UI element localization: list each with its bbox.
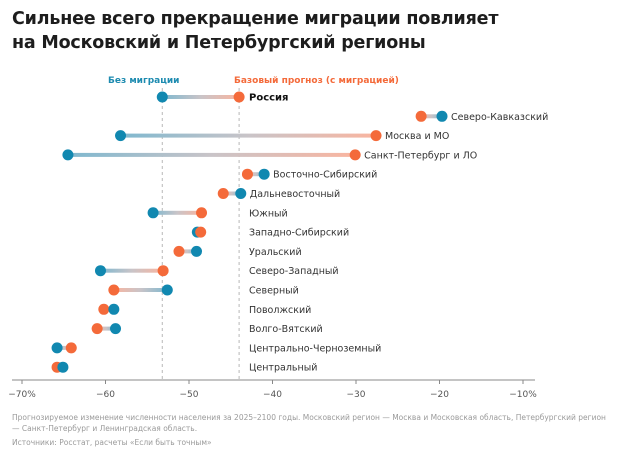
- point-no-migration: [115, 130, 127, 142]
- connector-bar: [57, 345, 72, 350]
- point-no-migration: [57, 361, 69, 373]
- point-no-migration: [108, 303, 120, 315]
- row: Северный: [108, 284, 299, 297]
- row-label: Центральный: [249, 363, 317, 374]
- connector-bar: [178, 249, 197, 254]
- x-tick-label: −50: [180, 390, 199, 400]
- x-tick-label: −10%: [509, 390, 537, 400]
- row: Волго-Вятский: [91, 323, 323, 335]
- row-label: Уральский: [249, 247, 302, 258]
- row: Поволжский: [98, 303, 311, 316]
- source-note: Источники: Росстат, расчеты «Если быть т…: [12, 438, 212, 447]
- x-tick-label: −70%: [8, 390, 36, 400]
- point-baseline: [349, 149, 361, 161]
- connector-bar: [67, 152, 356, 157]
- row-label: Россия: [249, 93, 288, 104]
- connector-bar: [421, 114, 443, 119]
- point-no-migration: [94, 265, 106, 277]
- row: Москва и МО: [115, 130, 449, 142]
- connector-bar: [100, 268, 164, 273]
- x-tick-label: −60: [96, 390, 115, 400]
- point-no-migration: [161, 284, 173, 296]
- point-no-migration: [436, 110, 448, 122]
- row-label: Санкт-Петербург и ЛО: [364, 150, 477, 161]
- point-baseline: [217, 188, 229, 199]
- point-baseline: [65, 342, 77, 354]
- row: Уральский: [173, 245, 302, 258]
- connector-bar: [97, 326, 116, 331]
- point-no-migration: [156, 91, 168, 103]
- legend-baseline: Базовый прогноз (с миграцией): [234, 76, 399, 86]
- x-tick-label: −40: [263, 390, 282, 400]
- connector-bar: [113, 288, 168, 292]
- row-label: Восточно-Сибирский: [273, 170, 377, 181]
- point-no-migration: [147, 207, 159, 219]
- legend-no-migration: Без миграции: [108, 76, 180, 86]
- point-baseline: [233, 91, 245, 103]
- row: Западно-Сибирский: [191, 226, 349, 239]
- row-label: Волго-Вятский: [249, 324, 323, 335]
- point-baseline: [196, 207, 208, 219]
- row: Дальневосточный: [217, 188, 340, 200]
- row: Северо-Кавказский: [415, 110, 548, 123]
- connector-bar: [247, 172, 265, 177]
- row: Центральный: [51, 361, 317, 374]
- x-axis: −70% −60 −50 −40 −30 −20 −10%: [8, 379, 537, 400]
- row-label: Западно-Сибирский: [249, 228, 349, 239]
- point-no-migration: [235, 188, 247, 199]
- row: Санкт-Петербург и ЛО: [62, 149, 477, 161]
- connector-bar: [223, 191, 241, 196]
- row-label: Поволжский: [249, 305, 311, 316]
- point-no-migration: [110, 323, 122, 335]
- row: Центрально-Черноземный: [51, 342, 381, 354]
- point-baseline: [241, 168, 253, 180]
- row-label: Северный: [249, 286, 299, 297]
- x-tick-label: −20: [430, 390, 449, 400]
- title-line-1: Сильнее всего прекращение миграции повли…: [12, 9, 499, 29]
- footnote: Прогнозируемое изменение численности нас…: [12, 413, 606, 433]
- point-no-migration: [191, 245, 203, 257]
- point-baseline: [195, 226, 207, 238]
- row: Восточно-Сибирский: [241, 168, 377, 181]
- point-no-migration: [258, 168, 270, 180]
- point-baseline: [98, 303, 110, 315]
- chart-title: Сильнее всего прекращение миграции повли…: [12, 7, 498, 55]
- row-label: Южный: [249, 208, 288, 219]
- connector-bar: [153, 210, 202, 215]
- point-baseline: [108, 284, 120, 296]
- title-line-2: на Московский и Петербургский регионы: [12, 33, 426, 53]
- row: Россия: [156, 91, 288, 104]
- row-label: Северо-Кавказский: [451, 112, 548, 123]
- point-baseline: [157, 265, 169, 277]
- row-label: Северо-Западный: [249, 266, 339, 277]
- point-baseline: [370, 130, 382, 142]
- point-baseline: [173, 245, 185, 257]
- point-no-migration: [51, 342, 63, 354]
- x-tick-label: −30: [347, 390, 366, 400]
- point-baseline: [91, 323, 103, 335]
- point-baseline: [415, 110, 427, 122]
- row: Южный: [147, 207, 288, 219]
- row-label: Дальневосточный: [250, 189, 340, 200]
- point-no-migration: [62, 149, 74, 161]
- row-label: Центрально-Черноземный: [249, 343, 381, 354]
- row: Северо-Западный: [94, 265, 339, 277]
- row-label: Москва и МО: [385, 131, 449, 142]
- connector-bar: [120, 133, 377, 138]
- connector-bar: [162, 95, 240, 99]
